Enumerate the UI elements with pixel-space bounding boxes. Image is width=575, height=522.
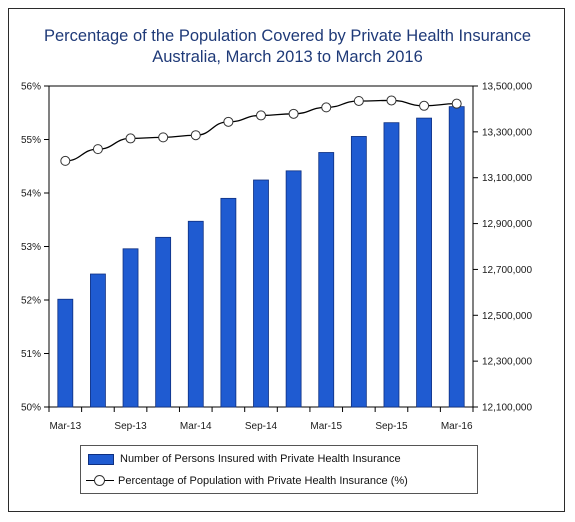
- left-axis-tick-label: 51%: [21, 349, 41, 360]
- x-axis-tick-label: Sep-14: [245, 421, 278, 432]
- legend-bar-swatch: [88, 453, 114, 465]
- line-point: [321, 102, 332, 113]
- bar: [448, 106, 465, 408]
- legend-line-swatch: [86, 475, 114, 487]
- left-axis-tick-label: 56%: [21, 82, 41, 93]
- x-axis-tick-label: Mar-16: [441, 421, 473, 432]
- legend-item-line: Percentage of Population with Private He…: [81, 471, 477, 491]
- legend-label-line: Percentage of Population with Private He…: [118, 475, 408, 487]
- right-axis-tick-label: 12,900,000: [482, 219, 532, 230]
- bar: [155, 236, 172, 408]
- line-point: [60, 155, 71, 166]
- line-point: [288, 108, 299, 119]
- x-axis-tick-label: Sep-13: [114, 421, 147, 432]
- left-axis-tick-label: 52%: [21, 296, 41, 307]
- line-point: [419, 100, 430, 111]
- line-point: [158, 132, 169, 143]
- bar: [187, 220, 204, 408]
- right-axis-tick-label: 13,300,000: [482, 127, 532, 138]
- bar: [90, 273, 106, 408]
- bar: [416, 117, 432, 408]
- bar-series: [57, 106, 465, 408]
- left-axis-tick-label: 53%: [21, 242, 41, 253]
- x-axis-tick-label: Mar-14: [180, 421, 212, 432]
- bar: [253, 179, 269, 408]
- left-axis-tick-label: 54%: [21, 189, 41, 200]
- chart-plot: 50% 51% 52% 53% 54% 55% 56% 12,100,000 12,300,00…: [21, 82, 533, 433]
- bar: [383, 122, 400, 408]
- bar: [122, 248, 139, 408]
- right-axis-tick-label: 13,100,000: [482, 173, 532, 184]
- left-axis-tick-label: 55%: [21, 135, 41, 146]
- legend-item-bars: Number of Persons Insured with Private H…: [81, 449, 477, 469]
- right-axis-tick-label: 12,100,000: [482, 403, 532, 414]
- chart-legend: Number of Persons Insured with Private H…: [80, 445, 478, 494]
- x-axis-tick-label: Mar-13: [49, 421, 81, 432]
- line-point: [223, 116, 234, 127]
- x-axis-tick-label: Mar-15: [310, 421, 342, 432]
- line-point: [451, 98, 462, 109]
- bar: [285, 170, 302, 408]
- right-axis-tick-label: 13,500,000: [482, 82, 532, 93]
- bar: [318, 152, 335, 408]
- tick-labels: 50% 51% 52% 53% 54% 55% 56% 12,100,000 12,300,00…: [21, 82, 533, 433]
- line-point: [125, 133, 136, 144]
- chart-title: Percentage of the Population Covered by …: [0, 26, 575, 68]
- line-point: [353, 95, 364, 106]
- bar: [350, 136, 367, 408]
- line-point: [256, 110, 266, 121]
- legend-label-bars: Number of Persons Insured with Private H…: [120, 453, 401, 465]
- bar: [57, 298, 74, 408]
- left-axis-tick-label: 50%: [21, 403, 41, 414]
- chart-title-line-2: Australia, March 2013 to March 2016: [152, 48, 423, 66]
- x-axis-tick-label: Sep-15: [375, 421, 408, 432]
- line-point: [386, 95, 397, 106]
- chart-title-line-1: Percentage of the Population Covered by …: [43, 27, 532, 45]
- right-axis-tick-label: 12,300,000: [482, 357, 532, 368]
- right-axis-tick-label: 12,700,000: [482, 265, 532, 276]
- line-series: [60, 95, 462, 166]
- line-point: [190, 130, 201, 141]
- bar: [220, 197, 237, 408]
- right-axis-tick-label: 12,500,000: [482, 311, 532, 322]
- line-point: [92, 144, 103, 155]
